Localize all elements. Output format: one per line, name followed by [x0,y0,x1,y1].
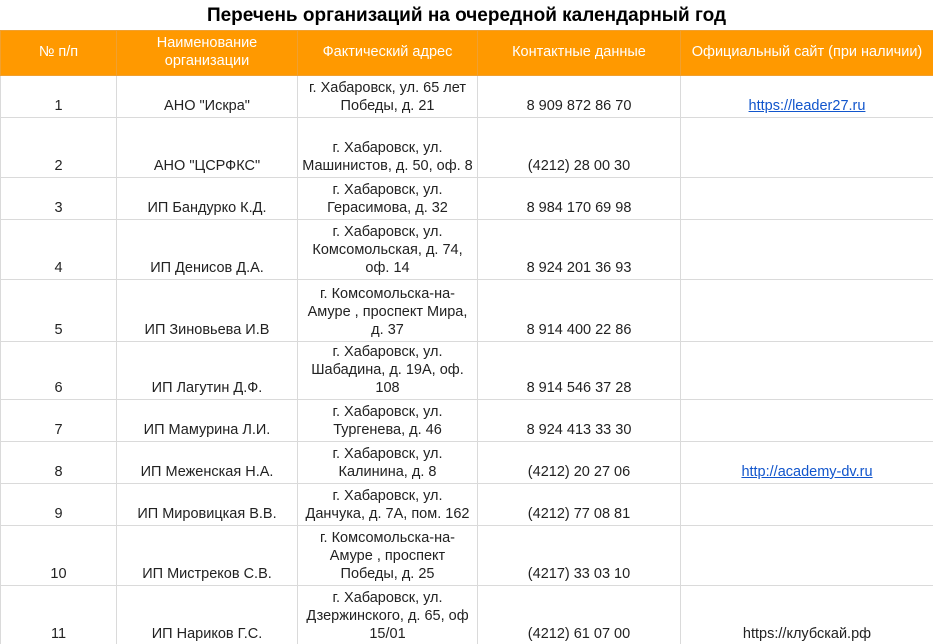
header-name: Наименование организации [116,30,298,76]
org-contact-cell: 8 914 400 22 86 [477,279,681,342]
org-name-cell: ИП Мировицкая В.В. [116,483,298,526]
org-address-cell: г. Хабаровск, ул. Герасимова, д. 32 [297,177,478,220]
row-number-cell: 2 [0,117,117,178]
org-site-cell: https://клубскай.рф [680,585,933,644]
org-contact-cell: (4212) 20 27 06 [477,441,681,484]
org-name-cell: АНО "Искра" [116,75,298,118]
org-site-cell [680,219,933,280]
site-link[interactable]: http://academy-dv.ru [741,464,873,480]
row-number-cell: 9 [0,483,117,526]
site-link[interactable]: https://leader27.ru [748,98,866,114]
row-number-cell: 10 [0,525,117,586]
row-number-cell: 6 [0,341,117,400]
header-address: Фактический адрес [297,30,478,76]
org-name-cell: ИП Лагутин Д.Ф. [116,341,298,400]
org-site-cell: http://academy-dv.ru [680,441,933,484]
org-address-cell: г. Хабаровск, ул. Тургенева, д. 46 [297,399,478,442]
row-number-cell: 4 [0,219,117,280]
org-address-cell: г. Хабаровск, ул. Шабадина, д. 19А, оф. … [297,341,478,400]
org-site-cell [680,279,933,342]
table-row: 5 ИП Зиновьева И.В г. Комсомольска-на-Амур… [0,279,933,342]
org-site-cell: https://leader27.ru [680,75,933,118]
organizations-table: № п/п Наименование организации Фактическ… [0,30,933,644]
org-site-cell [680,117,933,178]
org-name-cell: ИП Нариков Г.С. [116,585,298,644]
org-contact-cell: (4217) 33 03 10 [477,525,681,586]
page-title: Перечень организаций на очередной календ… [206,5,727,26]
org-site-cell [680,177,933,220]
org-name-cell: АНО "ЦСРФКС" [116,117,298,178]
table-row: 4 ИП Денисов Д.А. г. Хабаровск, ул. Комсом… [0,219,933,280]
table-row: 9 ИП Мировицкая В.В. г. Хабаровск, ул. Дан… [0,483,933,526]
org-name-cell: ИП Бандурко К.Д. [116,177,298,220]
org-name-cell: ИП Зиновьева И.В [116,279,298,342]
org-address-cell: г. Хабаровск, ул. Комсомольская, д. 74, … [297,219,478,280]
header-row: № п/п Наименование организации Фактическ… [0,30,933,76]
table-row: 11 ИП Нариков Г.С. г. Хабаровск, ул. Дзерж… [0,585,933,644]
org-contact-cell: 8 924 201 36 93 [477,219,681,280]
org-contact-cell: (4212) 28 00 30 [477,117,681,178]
org-site-cell [680,525,933,586]
org-contact-cell: 8 984 170 69 98 [477,177,681,220]
header-number: № п/п [0,30,117,76]
org-site-cell [680,399,933,442]
header-contact: Контактные данные [477,30,681,76]
org-address-cell: г. Хабаровск, ул. Калинина, д. 8 [297,441,478,484]
row-number-cell: 8 [0,441,117,484]
header-site: Официальный сайт (при наличии) [680,30,933,76]
row-number-cell: 11 [0,585,117,644]
org-address-cell: г. Хабаровск, ул. Машинистов, д. 50, оф.… [297,117,478,178]
org-name-cell: ИП Мамурина Л.И. [116,399,298,442]
org-contact-cell: (4212) 77 08 81 [477,483,681,526]
table-row: 3 ИП Бандурко К.Д. г. Хабаровск, ул. Герас… [0,177,933,220]
org-contact-cell: 8 914 546 37 28 [477,341,681,400]
org-address-cell: г. Хабаровск, ул. Данчука, д. 7А, пом. 1… [297,483,478,526]
org-contact-cell: 8 909 872 86 70 [477,75,681,118]
row-number-cell: 7 [0,399,117,442]
site-link[interactable]: https://клубскай.рф [742,626,872,642]
table-row: 10 ИП Мистреков С.В. г. Комсомольска-на-Ам… [0,525,933,586]
table-row: 8 ИП Меженская Н.А. г. Хабаровск, ул. Кали… [0,441,933,484]
row-number-cell: 1 [0,75,117,118]
org-name-cell: ИП Денисов Д.А. [116,219,298,280]
org-site-cell [680,483,933,526]
org-contact-cell: (4212) 61 07 00 [477,585,681,644]
row-number-cell: 5 [0,279,117,342]
org-contact-cell: 8 924 413 33 30 [477,399,681,442]
org-name-cell: ИП Меженская Н.А. [116,441,298,484]
org-address-cell: г. Хабаровск, ул. Дзержинского, д. 65, о… [297,585,478,644]
org-name-cell: ИП Мистреков С.В. [116,525,298,586]
org-address-cell: г. Комсомольска-на-Амуре , проспект Побе… [297,525,478,586]
row-number-cell: 3 [0,177,117,220]
table-row: 1 АНО "Искра" г. Хабаровск, ул. 65 лет Поб… [0,75,933,118]
org-address-cell: г. Комсомольска-на-Амуре , проспект Мира… [297,279,478,342]
table-row: 6 ИП Лагутин Д.Ф. г. Хабаровск, ул. Шабади… [0,341,933,400]
org-site-cell [680,341,933,400]
org-address-cell: г. Хабаровск, ул. 65 лет Победы, д. 21 [297,75,478,118]
table-row: 7 ИП Мамурина Л.И. г. Хабаровск, ул. Турге… [0,399,933,442]
table-row: 2 АНО "ЦСРФКС" г. Хабаровск, ул. Машинисто… [0,117,933,178]
